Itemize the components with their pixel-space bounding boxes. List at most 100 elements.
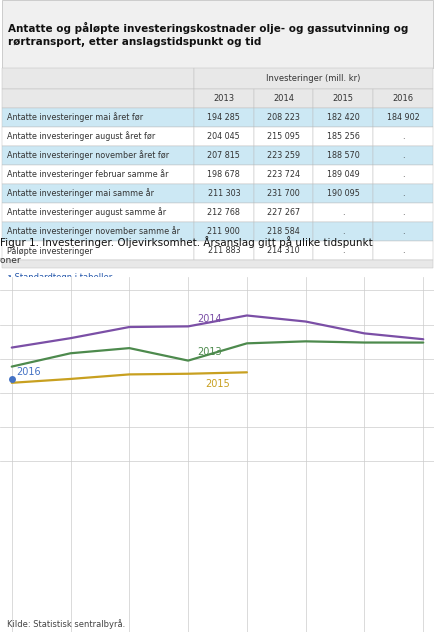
Text: Milliarder  kroner: Milliarder kroner [0, 255, 21, 265]
Bar [372, 107, 432, 126]
Bar [2, 165, 194, 184]
Bar [2, 68, 194, 88]
Text: 211 883: 211 883 [207, 246, 240, 255]
Text: 212 768: 212 768 [207, 208, 240, 217]
Bar [2, 203, 194, 222]
Text: 184 902: 184 902 [386, 112, 418, 121]
Text: .: . [341, 246, 344, 255]
Text: Antatte investeringer februar samme år: Antatte investeringer februar samme år [7, 169, 168, 179]
Text: 223 724: 223 724 [266, 170, 299, 179]
Bar [253, 88, 313, 107]
Text: 2013: 2013 [213, 94, 234, 102]
Bar [2, 88, 194, 107]
Bar [2, 126, 194, 146]
Bar [194, 241, 253, 260]
Bar [313, 203, 372, 222]
Bar [2, 241, 194, 260]
Bar [372, 184, 432, 203]
Text: .: . [401, 227, 404, 236]
Text: .: . [341, 227, 344, 236]
Bar [313, 165, 372, 184]
Text: 2016: 2016 [391, 94, 413, 102]
Bar [2, 146, 194, 165]
Text: Kilde: Statistisk sentralbyrå.: Kilde: Statistisk sentralbyrå. [7, 619, 125, 629]
Text: Påløpte investeringer: Påløpte investeringer [7, 246, 92, 255]
Text: Investeringer (mill. kr): Investeringer (mill. kr) [266, 74, 360, 83]
Bar [194, 68, 432, 88]
Text: 204 045: 204 045 [207, 131, 240, 141]
Text: Antatte investeringer august året før: Antatte investeringer august året før [7, 131, 155, 141]
Text: 194 285: 194 285 [207, 112, 240, 121]
Bar [253, 222, 313, 241]
Bar [253, 126, 313, 146]
Text: 215 095: 215 095 [266, 131, 299, 141]
Text: Antatte investeringer november året før: Antatte investeringer november året før [7, 150, 169, 160]
Bar [194, 126, 253, 146]
Text: 2016: 2016 [16, 367, 41, 377]
Bar [313, 222, 372, 241]
Text: 182 420: 182 420 [326, 112, 359, 121]
Text: Antatte og påløpte investeringskostnader olje- og gassutvinning og: Antatte og påløpte investeringskostnader… [8, 21, 408, 33]
Bar [372, 241, 432, 260]
Bar [2, 0, 432, 68]
Bar [313, 107, 372, 126]
Bar [194, 184, 253, 203]
Text: rørtransport, etter anslagstidspunkt og tid: rørtransport, etter anslagstidspunkt og … [8, 37, 261, 47]
Bar [253, 203, 313, 222]
Text: 207 815: 207 815 [207, 151, 240, 160]
Text: .: . [401, 170, 404, 179]
Text: Antatte investeringer mai året før: Antatte investeringer mai året før [7, 112, 143, 122]
Bar [2, 222, 194, 241]
Bar [313, 88, 372, 107]
Text: Figur 1. Investeringer. Oljevirksomhet. Årsanslag gitt på ulike tidspunkt: Figur 1. Investeringer. Oljevirksomhet. … [0, 236, 372, 248]
Bar [313, 184, 372, 203]
Bar [2, 260, 432, 269]
Text: 2014: 2014 [273, 94, 293, 102]
Bar [372, 222, 432, 241]
Text: 185 256: 185 256 [326, 131, 359, 141]
Text: .: . [401, 208, 404, 217]
Bar [372, 203, 432, 222]
Text: Antatte investeringer august samme år: Antatte investeringer august samme år [7, 207, 166, 217]
Text: .: . [401, 131, 404, 141]
Text: 211 900: 211 900 [207, 227, 240, 236]
Text: 223 259: 223 259 [266, 151, 299, 160]
Bar [2, 184, 194, 203]
Text: 190 095: 190 095 [326, 189, 359, 198]
Text: 2013: 2013 [197, 347, 221, 357]
Text: .: . [401, 151, 404, 160]
Bar [253, 241, 313, 260]
Text: 227 267: 227 267 [266, 208, 299, 217]
Bar [194, 222, 253, 241]
Text: 214 310: 214 310 [267, 246, 299, 255]
Bar [194, 165, 253, 184]
Text: Antatte investeringer mai samme år: Antatte investeringer mai samme år [7, 188, 154, 198]
Text: 188 570: 188 570 [326, 151, 359, 160]
Bar [253, 107, 313, 126]
Bar [2, 107, 194, 126]
Text: 2015: 2015 [205, 379, 230, 389]
Bar [194, 146, 253, 165]
Bar [253, 184, 313, 203]
Bar [194, 203, 253, 222]
Bar [372, 165, 432, 184]
Text: 2014: 2014 [197, 313, 221, 324]
Bar [253, 146, 313, 165]
Bar [194, 107, 253, 126]
Text: 218 584: 218 584 [266, 227, 299, 236]
Bar [194, 88, 253, 107]
Text: 208 223: 208 223 [266, 112, 299, 121]
Bar [372, 88, 432, 107]
Bar [372, 126, 432, 146]
Bar [313, 146, 372, 165]
Text: 198 678: 198 678 [207, 170, 240, 179]
Text: 2015: 2015 [332, 94, 353, 102]
Text: 231 700: 231 700 [266, 189, 299, 198]
Bar [372, 146, 432, 165]
Text: 211 303: 211 303 [207, 189, 240, 198]
Bar [313, 241, 372, 260]
Text: .: . [341, 208, 344, 217]
Text: .: . [401, 246, 404, 255]
Bar [313, 126, 372, 146]
Text: ↗ Standardtegn i tabeller: ↗ Standardtegn i tabeller [5, 272, 112, 282]
